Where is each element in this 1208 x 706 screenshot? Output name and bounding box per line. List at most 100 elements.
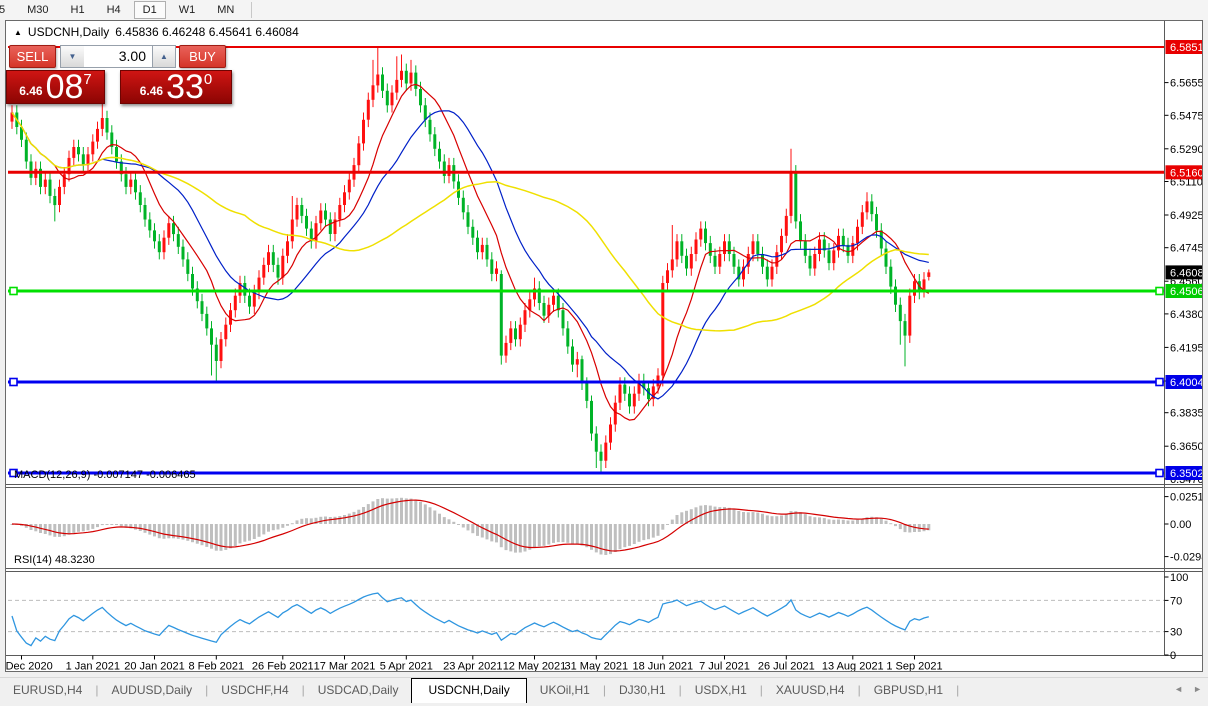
chart-tab-usdchf[interactable]: USDCHF,H4 [221,683,289,697]
rsi-axis: 100 70 30 0 [1164,572,1188,662]
one-click-trading-panel: SELL ▼ 3.00 ▲ BUY 6.46 08 7 6.46 33 0 [6,45,232,105]
candles-layer [10,46,931,473]
volume-increase-button[interactable]: ▲ [152,45,176,68]
svg-text:1 Jan 2021: 1 Jan 2021 [66,661,120,672]
rsi-line [11,592,929,647]
timeframe-button-MN[interactable]: MN [217,4,235,16]
timeframe-button-5[interactable]: 5 [0,4,6,16]
svg-text:6.35025: 6.35025 [1170,468,1202,480]
hline-6.4506[interactable] [8,286,1164,296]
sell-button[interactable]: SELL [9,45,56,68]
svg-text:20 Jan 2021: 20 Jan 2021 [124,661,185,672]
svg-text:17 Mar 2021: 17 Mar 2021 [314,661,376,672]
chart-tab-gbpusd[interactable]: GBPUSD,H1 [873,683,944,697]
svg-text:23 Apr 2021: 23 Apr 2021 [443,661,502,672]
tab-separator: | [857,683,861,697]
chart-tab-bar: EURUSD,H4 | AUDUSD,Daily | USDCHF,H4 | USDCAD,… [0,677,1208,703]
svg-text:6.46084: 6.46084 [1170,267,1202,279]
svg-text:0.025108: 0.025108 [1170,492,1202,504]
line-handle[interactable] [9,286,18,296]
tab-separator: | [759,683,763,697]
buy-button[interactable]: BUY [179,45,226,68]
chart-background [6,21,1202,671]
line-handle[interactable] [1155,377,1164,387]
tab-scroll-left-icon[interactable]: ◄ [1174,684,1184,694]
timeframe-button-H1[interactable]: H1 [70,4,85,16]
chart-canvas: 6.56550 6.54750 6.52900 6.51100 6.49250 6.474… [6,21,1202,671]
tick-direction-up-icon: ▲ [14,27,22,37]
svg-text:6.51100: 6.51100 [1170,177,1202,189]
svg-text:6.51605: 6.51605 [1170,167,1202,179]
tab-separator: | [95,683,99,697]
tab-separator: | [205,683,209,697]
line-handle[interactable] [9,377,18,387]
tab-separator: | [956,683,960,697]
chart-title: ▲ USDCNH,Daily 6.45836 6.46248 6.45641 6… [14,25,299,39]
chart-tab-xauusd[interactable]: XAUUSD,H4 [775,683,845,697]
tab-scroll-right-icon[interactable]: ► [1193,684,1202,694]
price-badges: 6.58514 6.51605 6.46084 6.45060 6.40042 6.350… [1165,40,1202,480]
svg-text:6.45060: 6.45060 [1170,286,1202,298]
chart-symbol-label: USDCNH,Daily [27,25,110,39]
svg-text:6.47450: 6.47450 [1170,243,1202,255]
sell-price-display[interactable]: 6.46 08 7 [6,70,105,104]
svg-text:18 Jun 2021: 18 Jun 2021 [633,661,694,672]
line-handle[interactable] [1155,468,1164,478]
tab-scroll-buttons: ◄ ► [1174,684,1202,694]
svg-text:1 Sep 2021: 1 Sep 2021 [886,661,942,672]
volume-decrease-button[interactable]: ▼ [60,45,85,68]
macd-signal-line [11,499,929,552]
svg-text:6.56550: 6.56550 [1170,78,1202,90]
svg-text:6.52900: 6.52900 [1170,144,1202,156]
buy-price-display[interactable]: 6.46 33 0 [120,70,232,104]
timeframe-toolbar: 5 M30 H1 H4 D1 W1 MN [0,0,1208,20]
buy-price-big: 33 [166,68,204,106]
line-handle[interactable] [1155,286,1164,296]
line-handle[interactable] [9,468,18,478]
chart-ohlc-values: 6.45836 6.46248 6.45641 6.46084 [115,25,299,39]
ma-50-line [11,112,929,332]
chart-tab-usdx[interactable]: USDX,H1 [694,683,747,697]
chart-tab-usdcad[interactable]: USDCAD,Daily [317,683,399,697]
timeframe-button-M30[interactable]: M30 [27,4,49,16]
chart-tab-eurusd[interactable]: EURUSD,H4 [13,683,83,697]
timeframe-button-W1[interactable]: W1 [178,4,196,16]
ma-10-line [11,83,930,421]
svg-text:6.40042: 6.40042 [1170,377,1202,389]
svg-text:8 Feb 2021: 8 Feb 2021 [188,661,244,672]
macd-pane [10,497,931,555]
timeframe-button-D1[interactable]: D1 [133,1,166,19]
tab-separator: | [602,683,606,697]
svg-text:13 Aug 2021: 13 Aug 2021 [822,661,884,672]
svg-text:6.49250: 6.49250 [1170,210,1202,222]
chart-tab-usdcnh[interactable]: USDCNH,Daily [411,678,527,703]
svg-text:26 Feb 2021: 26 Feb 2021 [252,661,314,672]
chart-tab-ukoil[interactable]: UKOil,H1 [539,683,590,697]
svg-text:100: 100 [1170,572,1188,584]
macd-axis: 0.025108 0.00 -0.029883 [1164,492,1202,564]
svg-text:0: 0 [1170,650,1176,662]
ma-20-line [11,110,929,400]
chart-tab-dj30[interactable]: DJ30,H1 [618,683,666,697]
svg-text:6.43800: 6.43800 [1170,309,1202,321]
timeframe-button-H4[interactable]: H4 [106,4,121,16]
pane-borders [6,21,1202,656]
svg-text:30: 30 [1170,627,1182,639]
toolbar-separator [251,2,253,18]
buy-price-sup: 0 [203,71,213,88]
tab-separator: | [301,683,305,697]
rsi-indicator-label: RSI(14) 48.3230 [14,554,95,566]
svg-text:6.54750: 6.54750 [1170,110,1202,122]
volume-input[interactable]: 3.00 [84,45,152,68]
macd-indicator-label: MACD(12,26,9) -0.007147 -0.006465 [14,469,196,481]
svg-text:6.41950: 6.41950 [1170,342,1202,354]
chart-tab-audusd[interactable]: AUDUSD,Daily [111,683,193,697]
sell-price-big: 08 [45,68,84,106]
hline-6.35025[interactable] [8,468,1164,478]
hline-6.40042[interactable] [8,377,1164,387]
sell-price-small: 6.46 [19,84,43,98]
tab-separator: | [678,683,682,697]
svg-text:6.58514: 6.58514 [1170,42,1202,54]
